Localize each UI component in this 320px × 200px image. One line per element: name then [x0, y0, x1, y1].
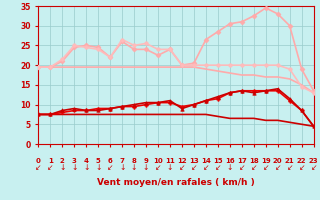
Text: ↙: ↙: [35, 163, 42, 172]
Text: ↙: ↙: [251, 163, 257, 172]
Text: ↙: ↙: [47, 163, 53, 172]
Text: ↓: ↓: [227, 163, 233, 172]
Text: ↓: ↓: [119, 163, 125, 172]
X-axis label: Vent moyen/en rafales ( km/h ): Vent moyen/en rafales ( km/h ): [97, 178, 255, 187]
Text: ↓: ↓: [95, 163, 101, 172]
Text: ↙: ↙: [155, 163, 161, 172]
Text: ↓: ↓: [143, 163, 149, 172]
Text: ↓: ↓: [131, 163, 137, 172]
Text: ↙: ↙: [215, 163, 221, 172]
Text: ↙: ↙: [179, 163, 185, 172]
Text: ↙: ↙: [107, 163, 113, 172]
Text: ↓: ↓: [71, 163, 77, 172]
Text: ↙: ↙: [239, 163, 245, 172]
Text: ↓: ↓: [59, 163, 66, 172]
Text: ↙: ↙: [299, 163, 305, 172]
Text: ↙: ↙: [191, 163, 197, 172]
Text: ↙: ↙: [203, 163, 209, 172]
Text: ↙: ↙: [262, 163, 269, 172]
Text: ↓: ↓: [167, 163, 173, 172]
Text: ↙: ↙: [286, 163, 293, 172]
Text: ↙: ↙: [310, 163, 317, 172]
Text: ↓: ↓: [83, 163, 90, 172]
Text: ↙: ↙: [275, 163, 281, 172]
